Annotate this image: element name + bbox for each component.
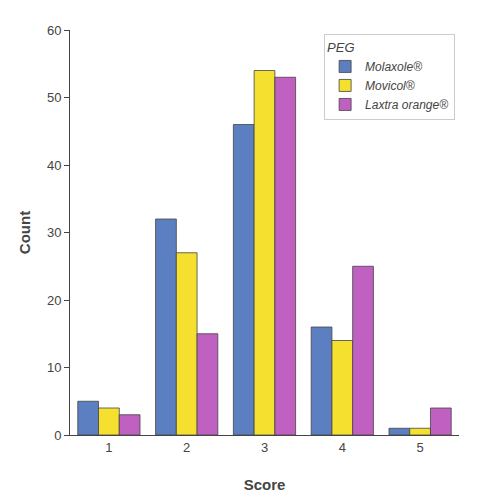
- svg-text:50: 50: [47, 90, 61, 105]
- svg-text:3: 3: [261, 440, 268, 455]
- svg-text:Count: Count: [16, 211, 33, 254]
- svg-text:30: 30: [47, 225, 61, 240]
- svg-text:Laxtra orange®: Laxtra orange®: [365, 98, 448, 112]
- svg-text:40: 40: [47, 158, 61, 173]
- svg-text:10: 10: [47, 360, 61, 375]
- svg-text:5: 5: [416, 440, 423, 455]
- svg-text:Molaxole®: Molaxole®: [365, 60, 422, 74]
- svg-text:Movicol®: Movicol®: [365, 79, 415, 93]
- svg-text:1: 1: [105, 440, 112, 455]
- svg-text:20: 20: [47, 293, 61, 308]
- svg-text:PEG: PEG: [327, 40, 354, 55]
- svg-text:4: 4: [339, 440, 346, 455]
- svg-text:2: 2: [183, 440, 190, 455]
- svg-text:Score: Score: [244, 476, 286, 493]
- svg-text:0: 0: [54, 428, 61, 443]
- svg-text:60: 60: [47, 23, 61, 38]
